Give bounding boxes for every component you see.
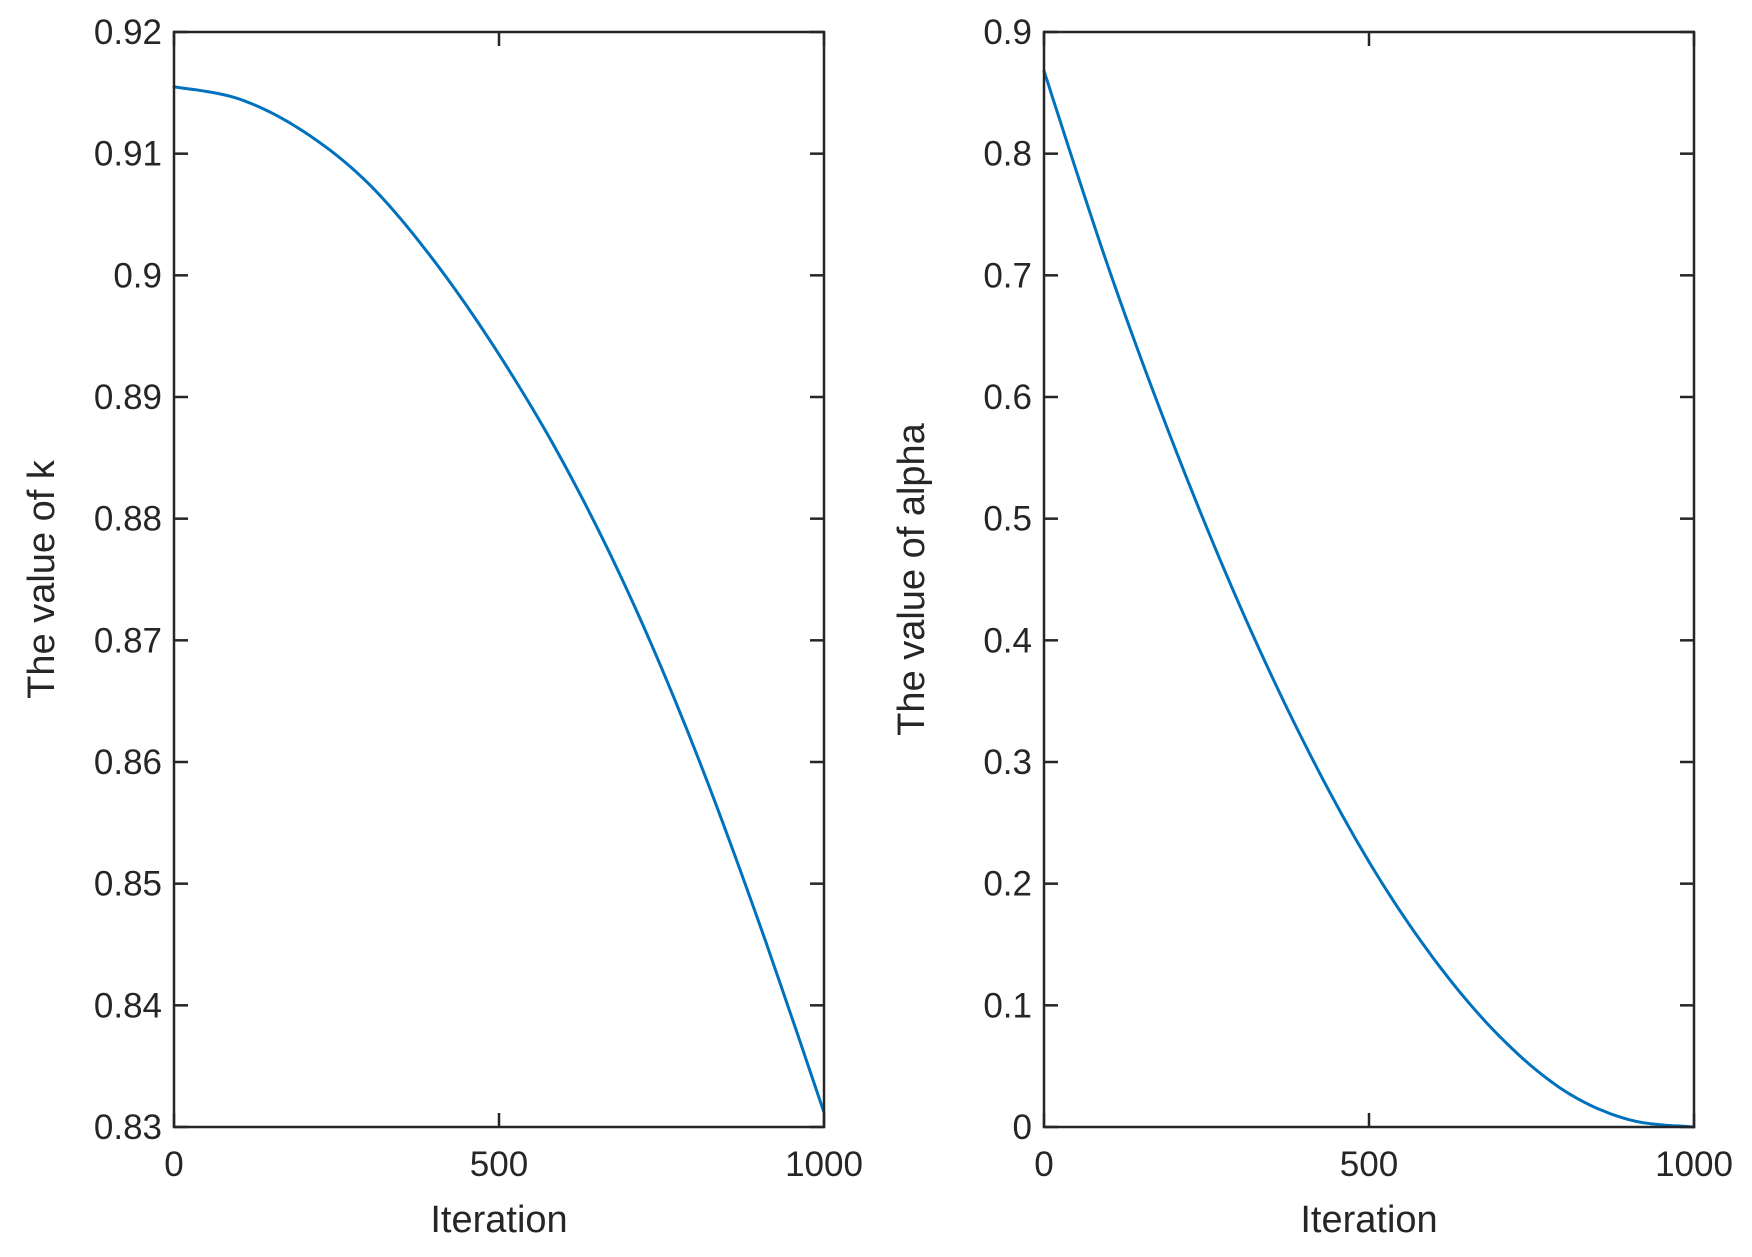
right-chart-x-tick-label: 0 [1034, 1145, 1053, 1184]
right-chart-y-axis-label: The value of alpha [891, 422, 933, 736]
left-chart-y-tick-label: 0.88 [94, 500, 162, 539]
right-chart-axes-frame [1042, 30, 1696, 1129]
left-chart-y-tick-label: 0.85 [94, 865, 162, 904]
right-chart-y-tick-label: 0.1 [983, 986, 1032, 1025]
left-chart-x-tick-label: 1000 [785, 1145, 863, 1184]
right-chart-x-tick-label: 500 [1340, 1145, 1398, 1184]
left-chart-tick-labels: 0.83 0.84 0.85 0.86 0.87 0.88 0.89 0.9 0.91 0.92 0… [94, 13, 863, 1184]
left-chart-y-tick-label: 0.83 [94, 1108, 162, 1147]
right-chart-y-tick-label: 0.8 [983, 135, 1032, 174]
left-chart-x-axis-label: Iteration [430, 1199, 567, 1241]
left-chart-y-tick-label: 0.92 [94, 13, 162, 52]
right-chart-x-tick-label: 1000 [1655, 1145, 1733, 1184]
left-chart-series-line [172, 85, 826, 1114]
right-chart-panel: 0 0.1 0.2 0.3 0.4 0.5 0.6 0.7 0.8 0.9 0 500 1000 Ite… [891, 13, 1733, 1241]
right-chart-y-tick-label: 0.4 [983, 621, 1032, 660]
right-chart-series-line [1042, 69, 1696, 1129]
right-chart-y-tick-label: 0.5 [983, 500, 1032, 539]
right-chart-y-tick-label: 0.9 [983, 13, 1032, 52]
right-chart-tick-labels: 0 0.1 0.2 0.3 0.4 0.5 0.6 0.7 0.8 0.9 0 500 1000 [983, 13, 1733, 1184]
left-chart-x-tick-label: 500 [470, 1145, 528, 1184]
left-chart-y-tick-label: 0.89 [94, 378, 162, 417]
left-chart-panel: 0.83 0.84 0.85 0.86 0.87 0.88 0.89 0.9 0.91 0.92 0… [21, 13, 863, 1241]
right-chart-x-axis-label: Iteration [1300, 1199, 1437, 1241]
left-chart-axes-frame [172, 30, 826, 1129]
left-chart-y-tick-label: 0.91 [94, 135, 162, 174]
right-chart-y-tick-label: 0.7 [983, 256, 1032, 295]
left-chart-y-tick-label: 0.87 [94, 621, 162, 660]
left-chart-x-tick-label: 0 [164, 1145, 183, 1184]
right-chart-y-tick-label: 0.6 [983, 378, 1032, 417]
right-chart-y-tick-label: 0 [1013, 1108, 1032, 1147]
left-chart-y-tick-label: 0.86 [94, 743, 162, 782]
left-chart-y-tick-label: 0.84 [94, 986, 162, 1025]
left-chart-y-tick-label: 0.9 [113, 256, 162, 295]
right-chart-y-tick-label: 0.2 [983, 865, 1032, 904]
right-chart-y-tick-label: 0.3 [983, 743, 1032, 782]
left-chart-y-axis-label: The value of k [21, 459, 63, 699]
